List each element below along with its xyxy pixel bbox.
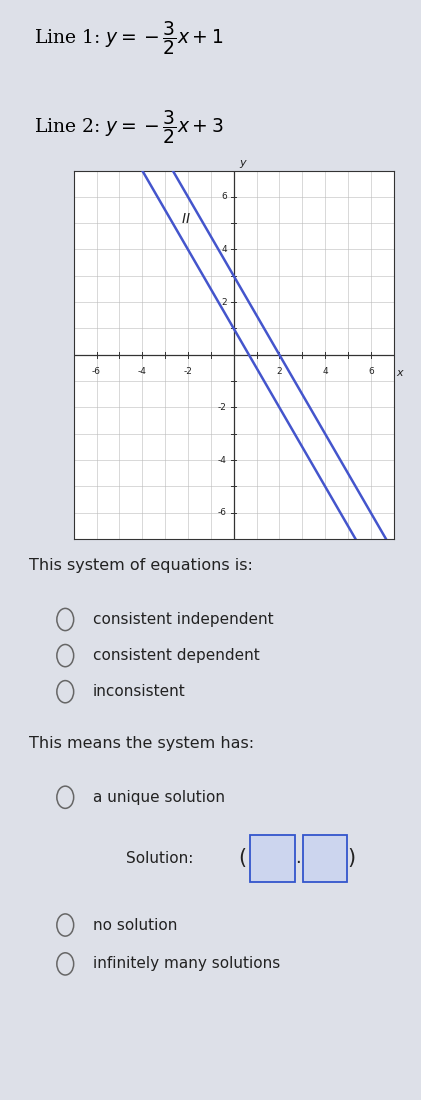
FancyBboxPatch shape bbox=[250, 835, 295, 882]
FancyBboxPatch shape bbox=[303, 835, 347, 882]
Text: -2: -2 bbox=[184, 366, 192, 375]
Text: $II$: $II$ bbox=[181, 212, 191, 227]
Text: inconsistent: inconsistent bbox=[93, 684, 185, 700]
Text: (: ( bbox=[238, 848, 246, 868]
Text: Line 2: $y = -\dfrac{3}{2}x + 3$: Line 2: $y = -\dfrac{3}{2}x + 3$ bbox=[34, 109, 224, 146]
Text: -6: -6 bbox=[92, 366, 101, 375]
Text: a unique solution: a unique solution bbox=[93, 790, 225, 805]
Text: infinitely many solutions: infinitely many solutions bbox=[93, 956, 280, 971]
Text: 6: 6 bbox=[221, 192, 227, 201]
Text: -2: -2 bbox=[218, 403, 227, 411]
Text: ): ) bbox=[347, 848, 355, 868]
Text: -4: -4 bbox=[218, 455, 227, 464]
Text: Solution:: Solution: bbox=[126, 851, 194, 866]
Text: y: y bbox=[240, 158, 246, 168]
Text: Line 1: $y = -\dfrac{3}{2}x + 1$: Line 1: $y = -\dfrac{3}{2}x + 1$ bbox=[34, 19, 223, 57]
Text: 4: 4 bbox=[322, 366, 328, 375]
Text: .: . bbox=[295, 849, 301, 868]
Text: -6: -6 bbox=[218, 508, 227, 517]
Text: no solution: no solution bbox=[93, 917, 177, 933]
Text: 6: 6 bbox=[368, 366, 374, 375]
Text: consistent independent: consistent independent bbox=[93, 612, 273, 627]
Text: 2: 2 bbox=[277, 366, 282, 375]
Text: This system of equations is:: This system of equations is: bbox=[29, 559, 253, 573]
Text: This means the system has:: This means the system has: bbox=[29, 736, 255, 751]
Text: 4: 4 bbox=[221, 245, 227, 254]
Text: 2: 2 bbox=[221, 298, 227, 307]
Text: -4: -4 bbox=[138, 366, 147, 375]
Text: consistent dependent: consistent dependent bbox=[93, 648, 259, 663]
Text: x: x bbox=[396, 367, 402, 378]
